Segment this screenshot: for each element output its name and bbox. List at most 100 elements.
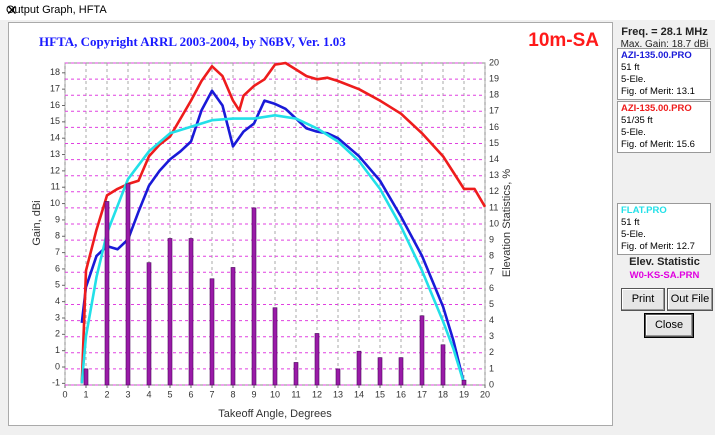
y2-tick-label: 10 [489,218,499,228]
title-bar: Output Graph, HFTA ✕ [0,0,715,20]
series-detail: Fig. of Merit: 12.7 [621,241,695,252]
max-gain: Max. Gain: 18.7 dBi [620,39,709,50]
y-tick-label: 7 [55,247,60,257]
series-detail: 51/35 ft [621,115,653,126]
y2-axis-label: Elevation Statistics, % [501,169,513,277]
bar [146,262,152,386]
window-title: Output Graph, HFTA [6,4,107,16]
legend-entry: AZI-135.00.PRO [621,103,692,114]
bar [419,315,425,386]
bar [272,307,278,386]
bar [293,362,299,386]
elev-file: W0-KS-SA.PRN [629,270,700,281]
x-tick-label: 14 [354,389,364,399]
y-tick-label: 5 [55,280,60,290]
y2-tick-label: 14 [489,154,499,164]
y2-tick-label: 5 [489,299,494,309]
chart: HFTA, Copyright ARRL 2003-2004, by N6BV,… [8,22,613,426]
x-tick-label: 18 [438,389,448,399]
y2-tick-label: 2 [489,347,494,357]
x-tick-label: 9 [251,389,256,399]
series-detail: Fig. of Merit: 13.1 [621,86,695,97]
bar [314,333,320,386]
x-tick-label: 3 [125,389,130,399]
y-tick-label: 10 [50,198,60,208]
y2-tick-label: 8 [489,251,494,261]
y-tick-label: 17 [50,84,60,94]
series-detail: 5-Ele. [621,127,646,138]
bar [335,368,341,386]
series-info: AZI-135.00.PRO 51 ft 5-Ele. Fig. of Merit: … [617,48,711,100]
x-tick-label: 5 [167,389,172,399]
y-tick-label: 12 [50,165,60,175]
x-tick-label: 13 [333,389,343,399]
y-tick-label: 11 [51,182,60,192]
bar [209,278,215,386]
chart-title: HFTA, Copyright ARRL 2003-2004, by N6BV,… [39,34,346,49]
y-tick-label: 4 [55,296,60,306]
bar [125,183,131,386]
x-tick-label: 1 [83,389,88,399]
y2-tick-label: 4 [489,315,494,325]
line [80,114,466,384]
frequency: Freq. = 28.1 MHz [621,26,708,38]
close-icon[interactable]: ✕ [6,2,18,18]
bar [461,379,467,386]
y2-tick-label: 15 [489,138,499,148]
x-tick-label: 11 [291,389,300,399]
y2-tick-label: 0 [489,379,494,389]
bar [83,368,89,386]
y-tick-label: 1 [55,345,60,355]
x-tick-label: 16 [396,389,406,399]
x-tick-label: 19 [459,389,469,399]
x-axis-label: Takeoff Angle, Degrees [218,408,332,420]
x-tick-label: 17 [417,389,427,399]
series-info: FLAT.PRO 51 ft 5-Ele. Fig. of Merit: 12.7 [617,203,711,255]
bar [356,350,362,386]
y-tick-label: 9 [55,214,60,224]
legend-entry: AZI-135.00.PRO [621,50,692,61]
y-tick-label: 15 [50,116,60,126]
y-tick-label: 3 [55,312,60,322]
bar [104,201,110,386]
series-detail: Fig. of Merit: 15.6 [621,139,695,150]
line [80,61,487,384]
y-axis-label: Gain, dBi [31,200,43,245]
x-tick-label: 0 [62,389,67,399]
y2-tick-label: 19 [489,73,499,83]
close-button[interactable]: Close [644,313,694,338]
series-detail: 5-Ele. [621,74,646,85]
y2-tick-label: 13 [489,170,499,180]
y2-tick-label: 3 [489,331,494,341]
y-tick-label: 0 [55,361,60,371]
x-tick-label: 8 [230,389,235,399]
bar [398,357,404,386]
y2-tick-label: 12 [489,186,499,196]
bar [440,344,446,386]
x-tick-label: 4 [146,389,151,399]
chart-subtitle: 10m-SA [528,30,599,51]
series-detail: 51 ft [621,62,640,73]
print-button[interactable]: Print [621,288,665,311]
y2-tick-label: 6 [489,283,494,293]
series-detail: 51 ft [621,217,640,228]
y2-tick-label: 1 [489,363,494,373]
y-tick-label: 2 [55,329,60,339]
y2-tick-label: 17 [489,106,499,116]
bar [188,238,194,386]
y-tick-label: -1 [52,378,60,388]
out-file-button[interactable]: Out File [667,288,713,311]
legend-entry: FLAT.PRO [621,205,667,216]
bar [377,357,383,386]
y-tick-label: 18 [50,67,60,77]
y-tick-label: 6 [55,263,60,273]
series-info: AZI-135.00.PRO 51/35 ft 5-Ele. Fig. of Meri… [617,101,711,153]
y2-tick-label: 7 [489,267,494,277]
bar [251,207,257,386]
line [80,89,466,384]
y-tick-label: 8 [55,231,60,241]
y2-tick-label: 20 [489,57,499,67]
x-tick-label: 20 [480,389,490,399]
x-tick-label: 15 [375,389,385,399]
